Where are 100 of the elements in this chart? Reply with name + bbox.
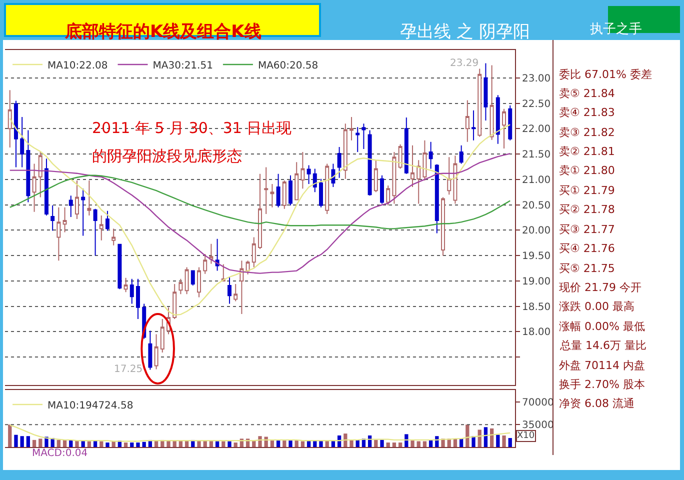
candlestick	[453, 155, 458, 204]
candlestick	[178, 278, 183, 295]
bar	[484, 427, 488, 447]
candlestick	[337, 146, 342, 178]
candlestick	[343, 123, 348, 180]
text: 买③ 21.77	[559, 223, 615, 236]
candlestick	[306, 164, 311, 184]
text: 委比 67.01% 委差	[559, 68, 652, 81]
candlestick	[14, 100, 18, 168]
y-tick-label: 18.50	[522, 302, 551, 313]
candlestick	[478, 68, 482, 138]
bar	[398, 442, 402, 447]
candlestick	[416, 160, 421, 204]
candlestick	[459, 144, 464, 164]
candlestick	[112, 228, 116, 246]
candlestick	[118, 243, 122, 290]
text: 买① 21.79	[559, 184, 615, 197]
candlestick	[441, 196, 446, 256]
candlestick	[215, 238, 220, 272]
candlestick	[490, 64, 494, 140]
candlestick	[374, 160, 378, 193]
y-tick-label: 19.00	[522, 276, 551, 288]
y-tick-label: 20.00	[522, 226, 551, 237]
candlestick	[447, 156, 452, 196]
bar	[466, 424, 470, 447]
annotation: 23.29	[450, 58, 479, 69]
candlestick	[472, 110, 476, 141]
candlestick	[124, 277, 128, 293]
text: 涨幅 0.00% 最低	[559, 320, 645, 333]
candlestick	[8, 90, 12, 148]
bar	[508, 438, 512, 447]
candlestick	[74, 180, 79, 220]
legend-label: MA10:194724.58	[48, 400, 134, 412]
bar	[300, 441, 305, 447]
candlestick	[398, 144, 402, 170]
candlestick	[184, 266, 189, 295]
text: MACD:0.04	[32, 448, 88, 459]
candlestick	[422, 140, 427, 181]
candlestick	[130, 278, 134, 304]
candlestick	[270, 184, 274, 208]
line-series	[9, 424, 511, 442]
candlestick	[502, 108, 506, 149]
candlestick	[136, 278, 140, 320]
candlestick	[246, 260, 250, 275]
bar	[288, 440, 292, 447]
bar	[380, 440, 384, 447]
candlestick	[325, 163, 330, 214]
candlestick	[26, 130, 30, 203]
bar	[100, 441, 104, 447]
bar	[294, 440, 298, 447]
candlestick	[50, 204, 55, 232]
candlestick	[240, 260, 244, 314]
candlestick	[465, 100, 470, 142]
candlestick	[350, 116, 354, 141]
candlestick	[300, 152, 305, 190]
candlestick	[428, 141, 433, 170]
line-series	[9, 174, 511, 230]
candlestick	[68, 195, 73, 218]
text: 现价 21.79 今开	[559, 281, 642, 294]
y-tick-label: 21.00	[522, 174, 551, 186]
candlestick	[380, 174, 384, 204]
candlestick	[44, 158, 48, 216]
candlestick	[282, 180, 286, 210]
bar	[124, 442, 128, 447]
bar	[416, 441, 420, 447]
text: 涨跌 0.00 最高	[559, 300, 634, 313]
candlestick	[508, 104, 512, 141]
bar	[215, 441, 220, 447]
text: 净资 6.08 流通	[559, 397, 634, 410]
candlestick	[148, 330, 152, 370]
candlestick	[258, 173, 262, 250]
legend-label: MA10:22.08	[48, 60, 108, 72]
candlestick	[294, 162, 299, 201]
bar	[496, 434, 500, 447]
y-tick-label: 20.50	[522, 200, 551, 212]
text: 卖④ 21.83	[559, 106, 615, 119]
bar	[374, 440, 378, 447]
candlestick	[172, 283, 177, 320]
text: X10	[517, 431, 535, 441]
candlestick	[392, 152, 396, 204]
text: 总量 14.6万 量比	[559, 339, 646, 352]
bar	[75, 440, 79, 447]
text: 换手 2.70% 股本	[559, 378, 645, 391]
text: 买④ 21.76	[559, 242, 615, 255]
bar	[222, 441, 226, 447]
bar	[258, 436, 262, 447]
bar	[142, 442, 146, 447]
bar	[502, 435, 506, 447]
bar	[166, 440, 170, 447]
y-tick-label: 21.50	[522, 150, 551, 161]
bar	[106, 442, 110, 447]
text: 买⑤ 21.75	[559, 262, 615, 275]
candlestick	[197, 266, 201, 298]
annotation: 17.25	[114, 364, 143, 375]
bar	[130, 442, 134, 447]
candlestick	[496, 94, 500, 144]
candlestick	[93, 208, 98, 256]
candlestick	[319, 178, 323, 208]
candlestick	[386, 185, 390, 206]
y-tick-label: 19.50	[522, 251, 551, 262]
